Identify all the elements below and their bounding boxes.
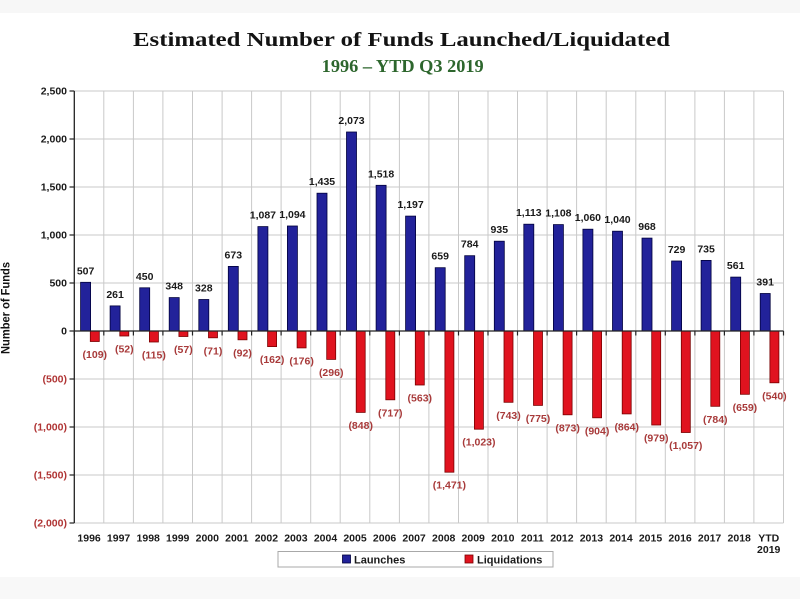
svg-text:(979): (979): [644, 433, 669, 445]
svg-text:(1,500): (1,500): [34, 470, 67, 482]
svg-text:935: 935: [491, 224, 509, 236]
svg-text:2002: 2002: [255, 533, 279, 545]
svg-text:(848): (848): [348, 420, 373, 432]
svg-text:Launches: Launches: [354, 554, 405, 566]
svg-text:(176): (176): [289, 355, 314, 367]
svg-text:1,108: 1,108: [545, 208, 571, 220]
svg-text:2012: 2012: [550, 533, 574, 545]
svg-text:328: 328: [195, 283, 213, 295]
svg-text:735: 735: [697, 243, 715, 255]
svg-text:1,113: 1,113: [516, 207, 542, 219]
svg-text:(1,471): (1,471): [433, 480, 466, 492]
svg-text:1,518: 1,518: [368, 168, 394, 180]
svg-text:Liquidations: Liquidations: [477, 554, 542, 566]
svg-text:(864): (864): [614, 421, 639, 433]
svg-text:2011: 2011: [521, 533, 544, 545]
svg-text:(784): (784): [703, 414, 728, 426]
svg-text:729: 729: [668, 244, 686, 256]
svg-text:2007: 2007: [402, 533, 426, 545]
svg-text:2001: 2001: [225, 533, 249, 545]
svg-text:1,087: 1,087: [250, 210, 276, 222]
svg-text:968: 968: [638, 221, 656, 233]
svg-text:2019: 2019: [757, 544, 781, 556]
svg-text:1,435: 1,435: [309, 176, 335, 188]
svg-text:YTD: YTD: [758, 533, 779, 545]
svg-text:1,197: 1,197: [397, 199, 423, 211]
svg-text:1996 – YTD Q3 2019: 1996 – YTD Q3 2019: [322, 56, 484, 76]
svg-text:659: 659: [431, 251, 449, 263]
svg-text:2,073: 2,073: [338, 115, 364, 127]
svg-text:1,000: 1,000: [41, 230, 67, 242]
svg-text:2010: 2010: [491, 533, 515, 545]
svg-text:2015: 2015: [639, 533, 663, 545]
svg-text:(109): (109): [83, 349, 108, 361]
svg-text:(659): (659): [733, 402, 758, 414]
svg-text:(500): (500): [42, 374, 67, 386]
svg-text:(162): (162): [260, 354, 285, 366]
svg-text:2003: 2003: [284, 533, 308, 545]
svg-text:(71): (71): [204, 345, 223, 357]
svg-text:(2,000): (2,000): [34, 518, 67, 530]
svg-text:2018: 2018: [728, 533, 752, 545]
svg-text:2008: 2008: [432, 533, 456, 545]
svg-text:0: 0: [61, 326, 67, 338]
svg-text:1,500: 1,500: [41, 182, 67, 194]
svg-text:(115): (115): [142, 350, 166, 362]
svg-text:(1,000): (1,000): [34, 422, 67, 434]
svg-text:Number of Funds: Number of Funds: [0, 262, 13, 354]
svg-text:673: 673: [225, 249, 243, 261]
svg-text:1,040: 1,040: [604, 214, 630, 226]
svg-text:2017: 2017: [698, 533, 722, 545]
svg-text:2,000: 2,000: [41, 134, 67, 146]
svg-text:(563): (563): [408, 393, 433, 405]
svg-text:348: 348: [165, 281, 183, 293]
svg-text:784: 784: [461, 239, 479, 251]
svg-text:(717): (717): [378, 407, 403, 419]
svg-text:1998: 1998: [137, 533, 161, 545]
svg-text:261: 261: [106, 289, 124, 301]
svg-text:(57): (57): [174, 344, 193, 356]
svg-text:2016: 2016: [668, 533, 692, 545]
svg-text:391: 391: [756, 277, 774, 289]
svg-text:507: 507: [77, 265, 95, 277]
svg-text:(904): (904): [585, 425, 610, 437]
svg-text:(775): (775): [526, 413, 551, 425]
svg-text:1997: 1997: [107, 533, 131, 545]
svg-text:561: 561: [727, 260, 745, 272]
svg-text:2014: 2014: [609, 533, 633, 545]
svg-text:(296): (296): [319, 367, 344, 379]
svg-text:2,500: 2,500: [41, 86, 67, 98]
svg-text:2006: 2006: [373, 533, 397, 545]
svg-text:2009: 2009: [462, 533, 486, 545]
svg-text:450: 450: [136, 271, 154, 283]
svg-text:2004: 2004: [314, 533, 338, 545]
svg-text:500: 500: [49, 278, 67, 290]
svg-text:1999: 1999: [166, 533, 190, 545]
svg-text:(1,057): (1,057): [669, 440, 702, 452]
svg-text:2013: 2013: [580, 533, 604, 545]
svg-text:(1,023): (1,023): [462, 437, 495, 449]
svg-text:Estimated Number of Funds Laun: Estimated Number of Funds Launched/Liqui…: [133, 29, 671, 51]
svg-text:(52): (52): [115, 344, 134, 356]
svg-text:(873): (873): [555, 422, 580, 434]
svg-text:1,094: 1,094: [279, 209, 305, 221]
svg-text:(92): (92): [233, 347, 252, 359]
svg-text:1996: 1996: [77, 533, 101, 545]
svg-text:2000: 2000: [196, 533, 220, 545]
svg-text:1,060: 1,060: [575, 212, 601, 224]
svg-text:(743): (743): [496, 410, 521, 422]
svg-text:2005: 2005: [343, 533, 367, 545]
svg-text:(540): (540): [762, 390, 787, 402]
